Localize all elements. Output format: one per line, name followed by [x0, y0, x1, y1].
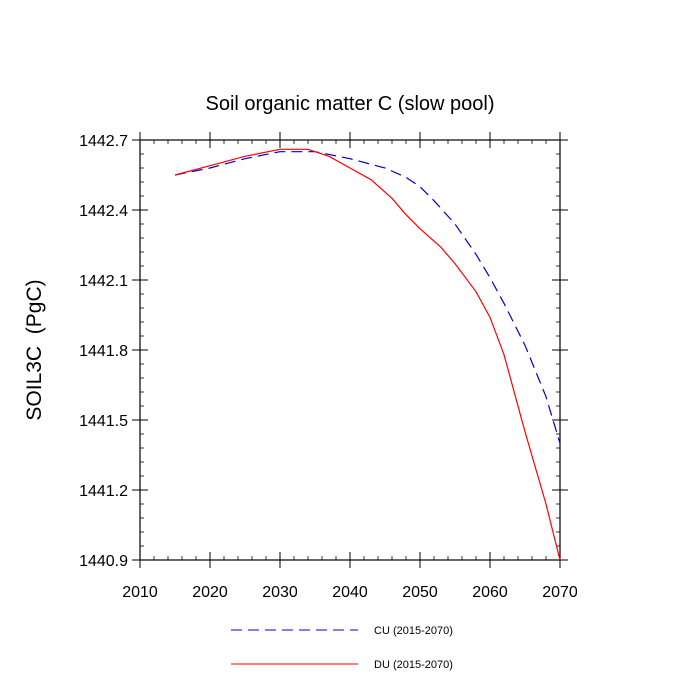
- y-tick-label: 1442.7: [79, 133, 128, 150]
- legend-label: CU (2015-2070): [374, 625, 453, 637]
- chart-title: Soil organic matter C (slow pool): [206, 93, 495, 115]
- y-tick-label: 1441.5: [79, 413, 128, 430]
- series-line-2: [174, 148, 561, 561]
- y-tick-label: 1441.8: [79, 343, 128, 360]
- series-layer: [174, 148, 561, 561]
- y-axis-label: SOIL3C (PgC): [23, 279, 46, 420]
- x-tick-label: 2020: [192, 584, 228, 601]
- x-tick-label: 2070: [542, 584, 578, 601]
- y-tick-labels: 1440.9 1441.2 1441.5 1441.8 1442.1 1442.4 1442…: [79, 133, 128, 570]
- y-tick-label: 1440.9: [79, 553, 128, 570]
- series-line-1: [174, 151, 561, 444]
- x-tick-label: 2050: [402, 584, 438, 601]
- y-tick-label: 1442.4: [79, 203, 128, 220]
- x-tick-label: 2010: [122, 584, 158, 601]
- legend-label: DU (2015-2070): [374, 659, 453, 671]
- x-tick-label: 2060: [472, 584, 508, 601]
- axis-ticks: [132, 132, 568, 568]
- y-tick-label: 1442.1: [79, 273, 128, 290]
- x-tick-labels: 2010 2020 2030 2040 2050 2060 2070: [122, 584, 578, 601]
- legend: CU (2015-2070) DU (2015-2070): [231, 625, 453, 671]
- x-tick-label: 2040: [332, 584, 368, 601]
- x-tick-label: 2030: [262, 584, 298, 601]
- plot-frame: [139, 139, 561, 561]
- y-tick-label: 1441.2: [79, 483, 128, 500]
